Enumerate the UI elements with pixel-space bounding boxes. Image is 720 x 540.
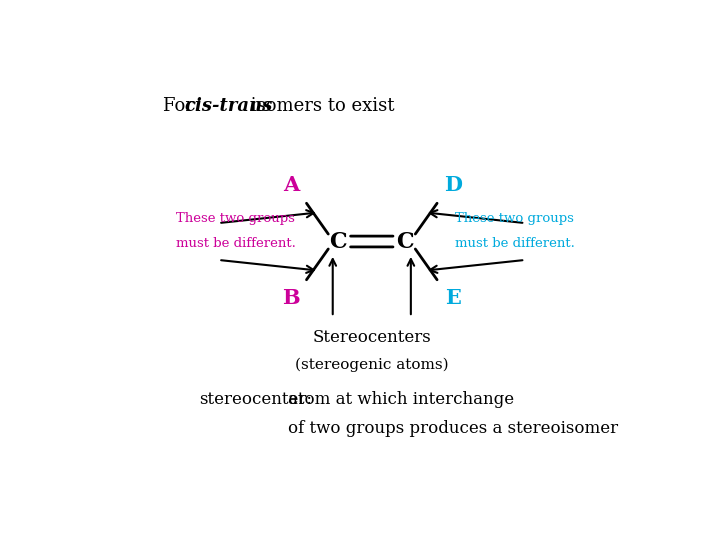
Text: B: B bbox=[282, 288, 300, 308]
Text: A: A bbox=[283, 176, 299, 195]
Text: must be different.: must be different. bbox=[456, 237, 575, 250]
Text: stereocenter:: stereocenter: bbox=[199, 391, 312, 408]
Text: For: For bbox=[163, 97, 199, 116]
Text: C: C bbox=[330, 231, 347, 253]
Text: cis-trans: cis-trans bbox=[185, 97, 273, 116]
Text: C: C bbox=[397, 231, 414, 253]
Text: These two groups: These two groups bbox=[456, 212, 575, 225]
Text: These two groups: These two groups bbox=[176, 212, 295, 225]
Text: (stereogenic atoms): (stereogenic atoms) bbox=[295, 358, 449, 372]
Text: E: E bbox=[445, 288, 461, 308]
Text: of two groups produces a stereoisomer: of two groups produces a stereoisomer bbox=[288, 420, 618, 437]
Text: isomers to exist: isomers to exist bbox=[245, 97, 395, 116]
Text: atom at which interchange: atom at which interchange bbox=[288, 391, 514, 408]
Text: Stereocenters: Stereocenters bbox=[312, 329, 431, 346]
Text: D: D bbox=[444, 176, 462, 195]
Text: must be different.: must be different. bbox=[176, 237, 297, 250]
